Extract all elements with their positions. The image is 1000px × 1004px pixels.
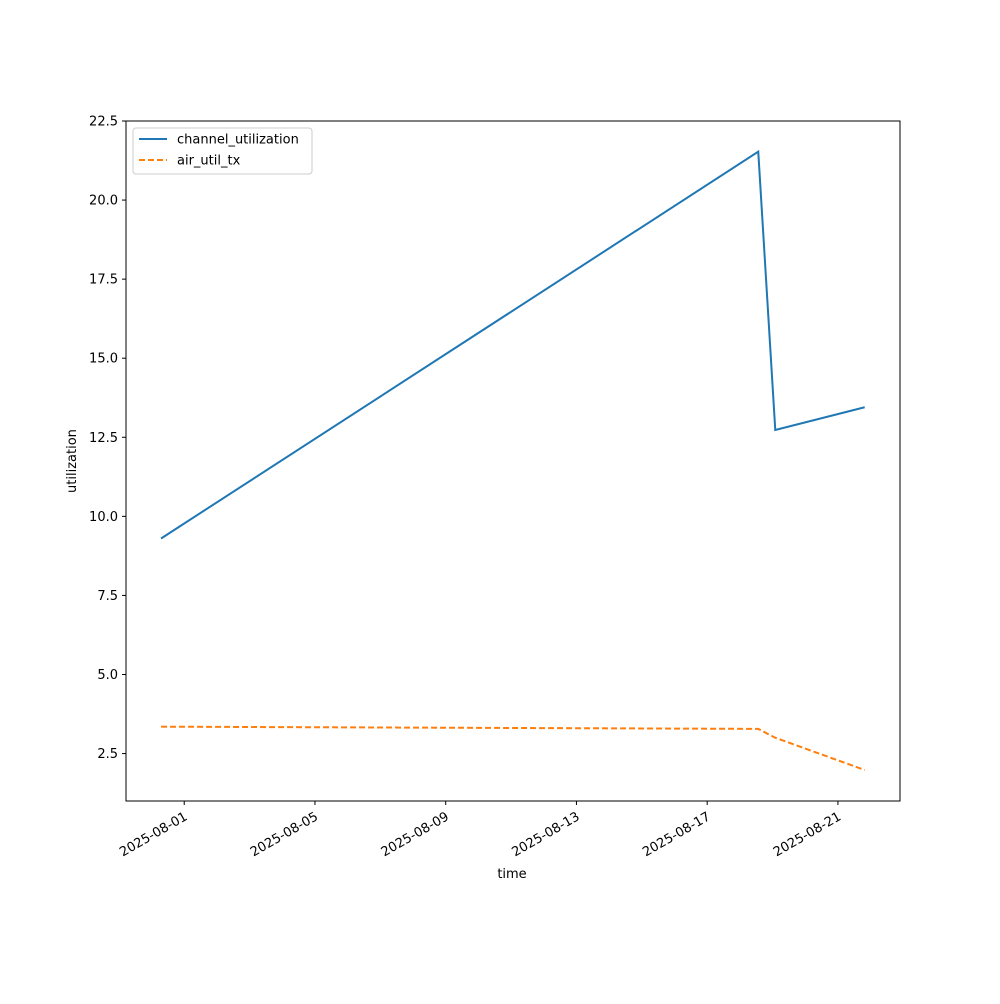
series-line [161,725,866,771]
x-axis-label: time [497,867,526,882]
y-axis-label: utilization [65,429,80,493]
legend-box [132,127,313,175]
y-tick-label: 20.0 [89,194,118,209]
y-tick-label: 7.5 [97,589,118,604]
y-tick-label: 15.0 [89,352,118,367]
y-tick-label: 22.5 [89,115,118,130]
legend-label: air_util_tx [177,154,241,169]
y-tick-label: 5.0 [97,668,118,683]
series-line [160,149,865,540]
y-tick-label: 17.5 [89,273,118,288]
plot-frame [125,120,901,802]
legend-label: channel_utilization [177,133,299,148]
y-tick-label: 12.5 [89,431,118,446]
y-tick-label: 2.5 [97,747,118,762]
y-tick-label: 10.0 [89,510,118,525]
